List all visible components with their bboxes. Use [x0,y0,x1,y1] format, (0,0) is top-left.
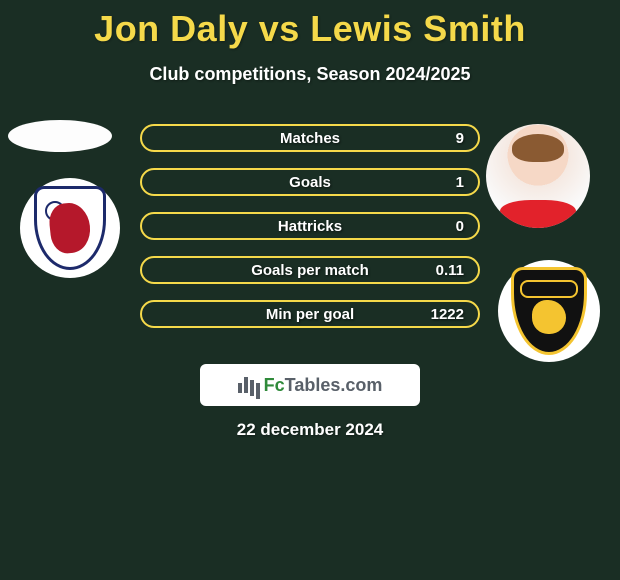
lion-icon [532,300,566,334]
stat-row-hattricks: Hattricks 0 [140,212,480,240]
date-label: 22 december 2024 [0,420,620,440]
stat-value: 0.11 [436,262,464,279]
shield-icon [511,267,587,355]
crest-banner [520,280,578,298]
stat-value: 0 [456,218,464,235]
stat-value: 9 [456,130,464,147]
shield-icon [34,186,106,270]
stat-row-goals-per-match: Goals per match 0.11 [140,256,480,284]
brand-text: FcTables.com [264,375,383,396]
stat-label: Matches [280,130,340,147]
lion-icon [47,201,92,255]
avatar-shirt [500,200,576,228]
brand-suffix: Tables.com [285,375,383,395]
brand-prefix: Fc [264,375,285,395]
stat-value: 1 [456,174,464,191]
page-subtitle: Club competitions, Season 2024/2025 [0,64,620,85]
bar-chart-icon [238,377,260,393]
stat-label: Goals per match [251,262,369,279]
stat-value: 1222 [431,306,464,323]
stat-label: Goals [289,174,331,191]
brand-badge[interactable]: FcTables.com [200,364,420,406]
comparison-card: Jon Daly vs Lewis Smith Club competition… [0,0,620,580]
player-photo-right [486,124,590,228]
stat-row-min-per-goal: Min per goal 1222 [140,300,480,328]
stats-list: Matches 9 Goals 1 Hattricks 0 Goals per … [140,124,480,344]
stat-row-goals: Goals 1 [140,168,480,196]
player-photo-left [8,120,112,152]
avatar-hair [512,134,564,162]
stat-row-matches: Matches 9 [140,124,480,152]
stat-label: Hattricks [278,218,342,235]
page-title: Jon Daly vs Lewis Smith [0,0,620,50]
stat-label: Min per goal [266,306,354,323]
club-crest-left [20,178,120,278]
club-crest-right [498,260,600,362]
